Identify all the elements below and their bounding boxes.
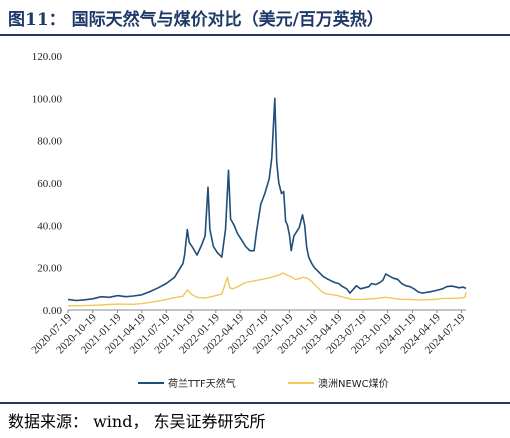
y-tick-label: 60.00 (37, 178, 62, 190)
source-note: 数据来源： wind， 东吴证券研究所 (8, 412, 266, 431)
series-line-newc (67, 272, 467, 307)
figure-title: 图11： 国际天然气与煤价对比（美元/百万英热） (8, 10, 384, 30)
y-tick-label: 100.00 (32, 93, 63, 105)
y-tick-label: 0.00 (43, 305, 63, 317)
y-tick-label: 80.00 (37, 136, 62, 148)
bottom-rule (0, 402, 510, 404)
series-line-ttf (67, 97, 467, 302)
y-tick-label: 40.00 (37, 220, 62, 232)
legend-label: 澳洲NEWC煤价 (318, 377, 389, 390)
top-rule (0, 34, 510, 36)
y-tick-label: 20.00 (37, 263, 62, 275)
y-tick-label: 120.00 (32, 51, 63, 63)
legend-label: 荷兰TTF天然气 (168, 377, 236, 390)
